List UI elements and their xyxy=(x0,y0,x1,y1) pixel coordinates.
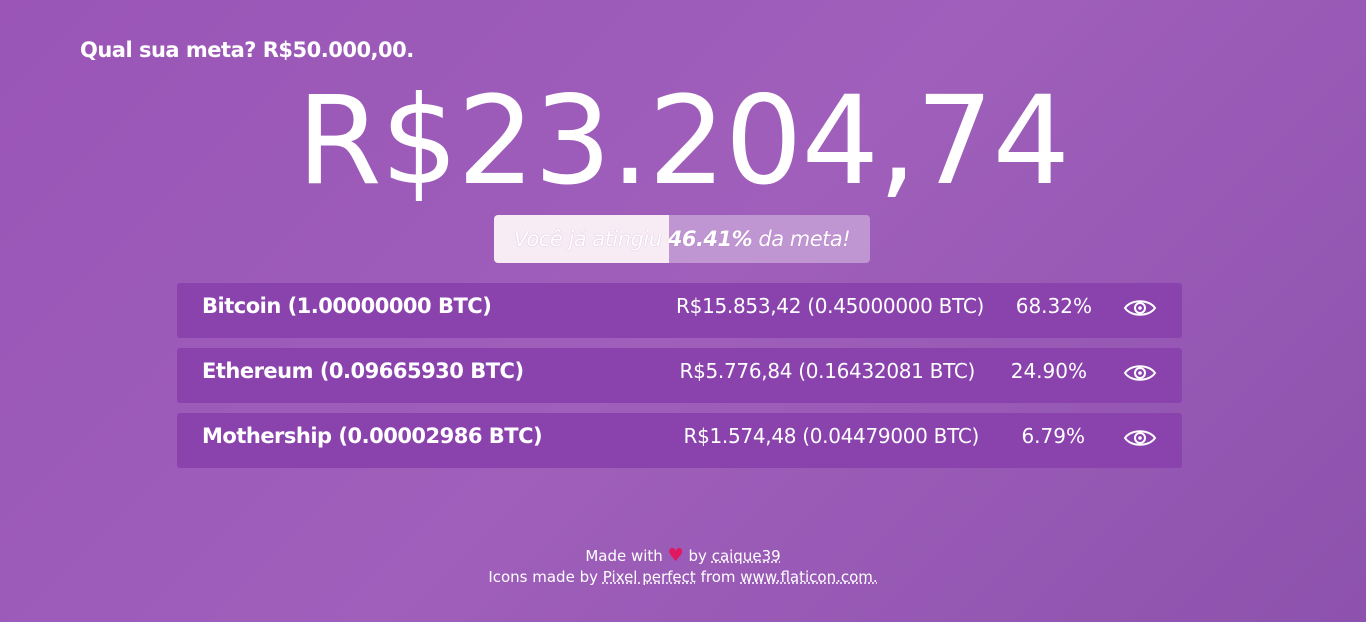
eye-icon[interactable] xyxy=(1123,426,1157,450)
footer-icons-line: Icons made by Pixel perfect from www.fla… xyxy=(0,567,1366,588)
progress-suffix: da meta! xyxy=(752,227,851,251)
coin-value: R$5.776,84 (0.16432081 BTC) xyxy=(679,359,975,383)
goal-progress-fill xyxy=(494,215,669,263)
goal-progress-text: Você já atingiu 46.41% da meta! xyxy=(494,215,870,263)
coin-row-mothership: Mothership (0.00002986 BTC) R$1.574,48 (… xyxy=(177,413,1182,468)
goal-question: Qual sua meta? R$50.000,00. xyxy=(80,38,414,62)
flaticon-link[interactable]: www.flaticon.com. xyxy=(740,568,878,586)
footer: Made with ♥ by caique39 Icons made by Pi… xyxy=(0,545,1366,588)
eye-icon[interactable] xyxy=(1123,296,1157,320)
eye-icon[interactable] xyxy=(1123,361,1157,385)
footer-made-with: Made with xyxy=(585,547,663,565)
author-link[interactable]: caique39 xyxy=(711,547,781,565)
icon-author-link[interactable]: Pixel perfect xyxy=(602,568,696,586)
coin-name: Bitcoin (1.00000000 BTC) xyxy=(202,294,492,318)
coin-percent: 24.90% xyxy=(1010,359,1087,383)
progress-prefix: Você já atingiu xyxy=(513,227,668,251)
coin-percent: 6.79% xyxy=(1021,424,1085,448)
progress-percent: 46.41% xyxy=(667,227,753,251)
coin-row-ethereum: Ethereum (0.09665930 BTC) R$5.776,84 (0.… xyxy=(177,348,1182,403)
coin-value: R$15.853,42 (0.45000000 BTC) xyxy=(676,294,984,318)
coin-name: Mothership (0.00002986 BTC) xyxy=(202,424,543,448)
coin-row-bitcoin: Bitcoin (1.00000000 BTC) R$15.853,42 (0.… xyxy=(177,283,1182,338)
footer-by: by xyxy=(688,547,707,565)
footer-icons-made-by: Icons made by xyxy=(488,568,598,586)
goal-progress-bar: Você já atingiu 46.41% da meta! xyxy=(494,215,870,263)
balance-total: R$23.204,74 xyxy=(296,70,1070,212)
coin-value: R$1.574,48 (0.04479000 BTC) xyxy=(683,424,979,448)
heart-icon: ♥ xyxy=(667,545,684,566)
footer-credit-line: Made with ♥ by caique39 xyxy=(0,545,1366,567)
coin-list: Bitcoin (1.00000000 BTC) R$15.853,42 (0.… xyxy=(177,283,1182,478)
coin-name: Ethereum (0.09665930 BTC) xyxy=(202,359,524,383)
footer-from: from xyxy=(700,568,736,586)
coin-percent: 68.32% xyxy=(1015,294,1092,318)
